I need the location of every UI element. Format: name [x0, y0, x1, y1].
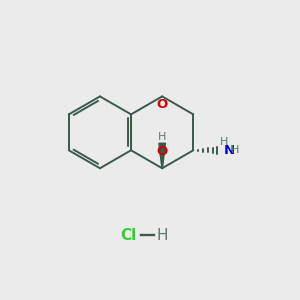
- Text: H: H: [220, 137, 228, 147]
- Polygon shape: [159, 143, 165, 168]
- Text: Cl: Cl: [120, 228, 136, 243]
- Text: H: H: [158, 132, 166, 142]
- Text: O: O: [157, 145, 168, 158]
- Text: O: O: [157, 98, 168, 111]
- Text: H: H: [156, 228, 167, 243]
- Text: N: N: [224, 144, 235, 157]
- Text: H: H: [231, 145, 239, 155]
